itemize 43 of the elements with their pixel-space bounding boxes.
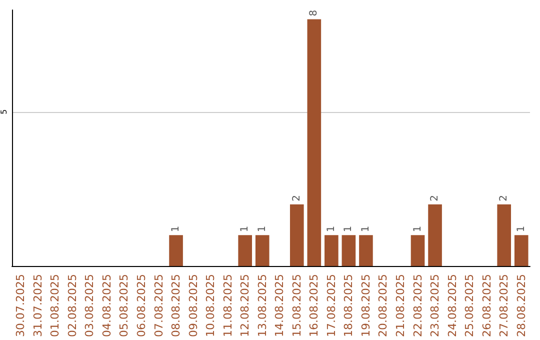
- data-label: 8: [308, 10, 320, 16]
- x-tick-label: 12.08.2025: [238, 274, 252, 338]
- x-tick-label: 06.08.2025: [135, 274, 148, 338]
- x-tick-label: 05.08.2025: [118, 274, 131, 338]
- x-tick-label: 21.08.2025: [394, 274, 407, 338]
- x-tick-label: 08.08.2025: [170, 274, 183, 338]
- y-tick-label: 5: [0, 109, 8, 114]
- data-label: 2: [498, 194, 510, 202]
- x-tick-label: 13.08.2025: [256, 274, 269, 338]
- x-tick-label: 09.08.2025: [186, 274, 200, 338]
- x-tick-label: 23.08.2025: [428, 274, 442, 338]
- x-tick-label: 27.08.2025: [498, 274, 511, 338]
- x-tick-label: 01.08.2025: [48, 274, 62, 338]
- x-tick-label: 03.08.2025: [83, 274, 96, 338]
- x-tick-label: 18.08.2025: [342, 274, 356, 338]
- data-label: 1: [516, 226, 527, 232]
- data-label: 1: [326, 226, 337, 232]
- data-label: 1: [412, 226, 424, 232]
- x-tick-label: 28.08.2025: [514, 274, 528, 338]
- data-label: 1: [240, 226, 251, 232]
- x-tick-label: 30.07.2025: [14, 274, 28, 338]
- data-label: 1: [170, 226, 182, 232]
- data-label: 1: [360, 226, 372, 232]
- x-tick-label: 07.08.2025: [152, 274, 166, 338]
- data-label: 1: [343, 226, 354, 232]
- x-tick-label: 14.08.2025: [273, 274, 286, 338]
- x-tick-label: 25.08.2025: [463, 274, 476, 338]
- x-tick-label: 11.08.2025: [221, 274, 234, 338]
- data-label: 2: [291, 194, 302, 202]
- x-tick-label: 22.08.2025: [411, 274, 424, 338]
- x-tick-label: 19.08.2025: [359, 274, 372, 338]
- x-tick-label: 15.08.2025: [290, 274, 304, 338]
- x-tick-label: 16.08.2025: [308, 274, 321, 338]
- x-tick-label: 31.07.2025: [31, 274, 44, 338]
- x-tick-label: 24.08.2025: [446, 274, 459, 338]
- x-tick-label: 20.08.2025: [376, 274, 390, 338]
- data-label: 1: [256, 226, 268, 232]
- x-tick-label: 04.08.2025: [100, 274, 114, 338]
- x-tick-label: 02.08.2025: [66, 274, 79, 338]
- x-tick-label: 10.08.2025: [204, 274, 218, 338]
- data-label: 2: [430, 194, 441, 202]
- x-tick-label: 26.08.2025: [480, 274, 494, 338]
- x-tick-label: 17.08.2025: [324, 274, 338, 338]
